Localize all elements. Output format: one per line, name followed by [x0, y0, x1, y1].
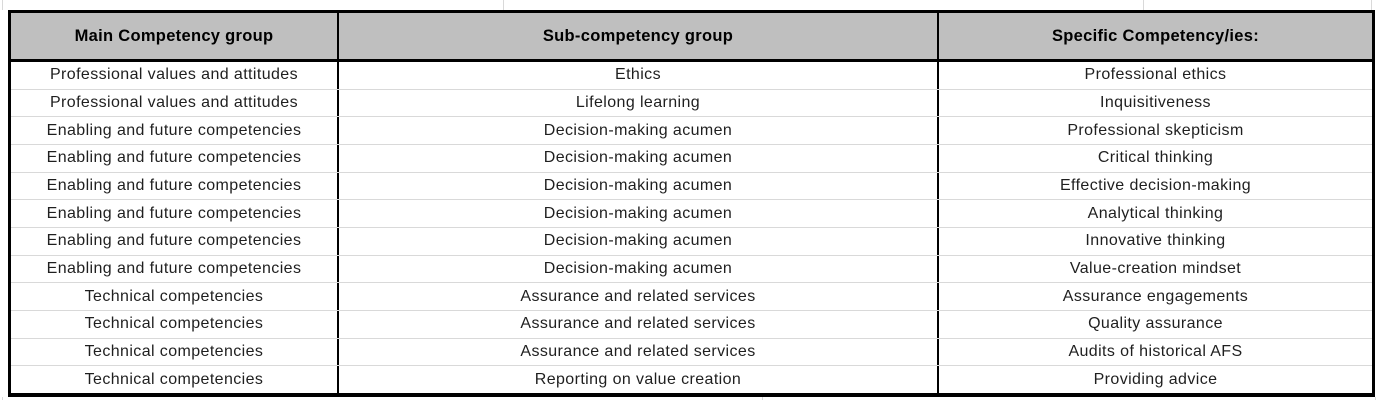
table-row: Enabling and future competencies Decisio…	[11, 116, 1372, 145]
cell-specific-competency[interactable]: Value-creation mindset	[937, 255, 1372, 283]
cell-main-competency-group[interactable]: Technical competencies	[84, 287, 264, 305]
cell-specific-competency[interactable]: Inquisitiveness	[937, 89, 1372, 117]
cell-sub-competency-group[interactable]: Assurance and related services	[337, 338, 937, 366]
cell-sub-competency-group[interactable]: Decision-making acumen	[337, 228, 937, 255]
cell-main-competency-group[interactable]: Enabling and future competencies	[46, 121, 302, 139]
cell-specific-competency[interactable]: Professional ethics	[937, 62, 1372, 89]
gridline	[2, 397, 3, 400]
cell-sub-competency-group[interactable]: Ethics	[337, 62, 937, 89]
cell-sub-competency-group[interactable]: Decision-making acumen	[337, 200, 937, 228]
table-body: Professional values and attitudes Ethics…	[11, 62, 1372, 394]
table-row: Enabling and future competencies Decisio…	[11, 227, 1372, 255]
table-row: Technical competencies Assurance and rel…	[11, 282, 1372, 311]
table-header-row: Main Competency group Sub-competency gro…	[11, 13, 1372, 62]
cell-main-competency-group[interactable]: Enabling and future competencies	[46, 149, 302, 167]
cell-specific-competency[interactable]: Innovative thinking	[937, 228, 1372, 255]
cell-specific-competency[interactable]: Audits of historical AFS	[937, 338, 1372, 366]
cell-main-competency-group[interactable]: Technical competencies	[84, 343, 264, 361]
competency-table: Main Competency group Sub-competency gro…	[8, 10, 1375, 397]
cell-main-competency-group[interactable]: Enabling and future competencies	[46, 204, 302, 222]
table-row: Technical competencies Assurance and rel…	[11, 310, 1372, 338]
cell-sub-competency-group[interactable]: Decision-making acumen	[337, 117, 937, 145]
cell-sub-competency-group[interactable]: Assurance and related services	[337, 283, 937, 311]
cell-main-competency-group[interactable]: Technical competencies	[84, 315, 264, 333]
table-row: Enabling and future competencies Decisio…	[11, 199, 1372, 228]
cell-sub-competency-group[interactable]: Reporting on value creation	[337, 366, 937, 394]
table-row: Technical competencies Assurance and rel…	[11, 337, 1372, 366]
cell-main-competency-group[interactable]: Enabling and future competencies	[46, 177, 302, 195]
gridline	[503, 0, 504, 10]
cell-main-competency-group[interactable]: Enabling and future competencies	[46, 232, 302, 250]
table-row: Professional values and attitudes Lifelo…	[11, 88, 1372, 117]
gridline	[2, 0, 3, 10]
cell-specific-competency[interactable]: Assurance engagements	[937, 283, 1372, 311]
cell-main-competency-group[interactable]: Professional values and attitudes	[49, 66, 298, 84]
cell-specific-competency[interactable]: Effective decision-making	[937, 172, 1372, 200]
cell-specific-competency[interactable]: Professional skepticism	[937, 117, 1372, 145]
cell-specific-competency[interactable]: Critical thinking	[937, 145, 1372, 172]
header-cell-main-competency-group[interactable]: Main Competency group	[74, 26, 274, 45]
table-row: Technical competencies Reporting on valu…	[11, 365, 1372, 394]
cell-main-competency-group[interactable]: Professional values and attitudes	[49, 94, 298, 111]
cell-sub-competency-group[interactable]: Decision-making acumen	[337, 145, 937, 172]
table-row: Professional values and attitudes Ethics…	[11, 62, 1372, 89]
gridline	[1143, 0, 1144, 10]
cell-sub-competency-group[interactable]: Lifelong learning	[337, 89, 937, 117]
gridline	[1375, 397, 1376, 400]
cell-main-competency-group[interactable]: Enabling and future competencies	[46, 260, 302, 278]
table-row: Enabling and future competencies Decisio…	[11, 254, 1372, 283]
table-row: Enabling and future competencies Decisio…	[11, 144, 1372, 172]
gridline	[1371, 0, 1372, 10]
header-cell-sub-competency-group[interactable]: Sub-competency group	[337, 13, 937, 59]
gridline	[762, 397, 763, 400]
cell-specific-competency[interactable]: Quality assurance	[937, 311, 1372, 338]
cell-specific-competency[interactable]: Analytical thinking	[937, 200, 1372, 228]
cell-main-competency-group[interactable]: Technical competencies	[84, 370, 264, 388]
cell-sub-competency-group[interactable]: Assurance and related services	[337, 311, 937, 338]
cell-sub-competency-group[interactable]: Decision-making acumen	[337, 172, 937, 200]
cell-sub-competency-group[interactable]: Decision-making acumen	[337, 255, 937, 283]
header-cell-specific-competency[interactable]: Specific Competency/ies:	[937, 13, 1372, 59]
table-row: Enabling and future competencies Decisio…	[11, 171, 1372, 200]
cell-specific-competency[interactable]: Providing advice	[937, 366, 1372, 394]
